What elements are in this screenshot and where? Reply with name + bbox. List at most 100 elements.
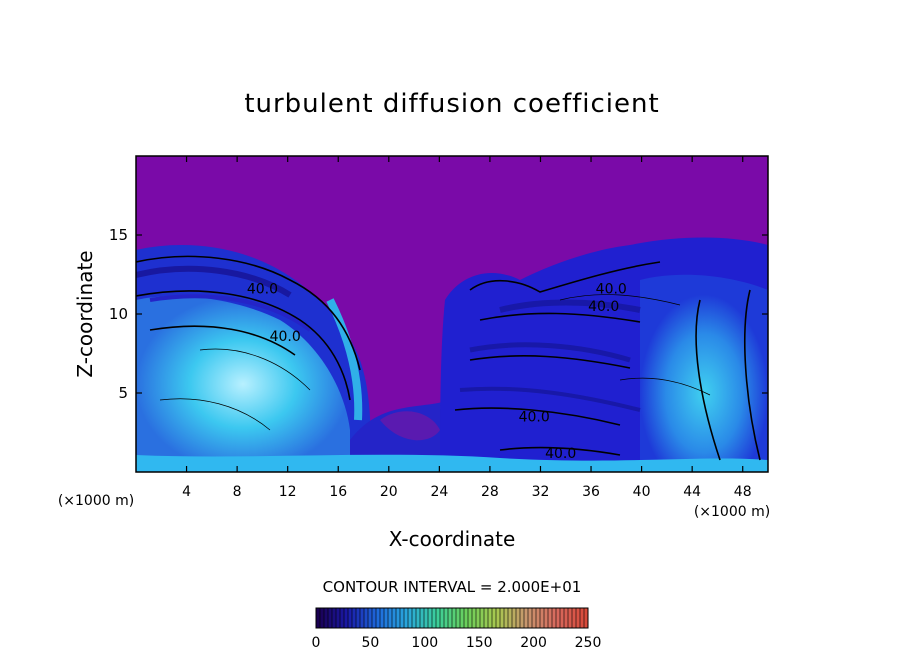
colorbar-swatch <box>440 608 444 628</box>
colorbar-swatch <box>580 608 584 628</box>
colorbar-tick-label: 50 <box>361 635 379 651</box>
colorbar-swatch <box>404 608 408 628</box>
colorbar-swatch <box>368 608 372 628</box>
colorbar-swatch <box>336 608 340 628</box>
colorbar-swatch <box>436 608 440 628</box>
colorbar-tick-label: 250 <box>575 635 602 651</box>
colorbar-swatch <box>576 608 580 628</box>
colorbar-swatch <box>392 608 396 628</box>
colorbar-swatch <box>316 608 320 628</box>
colorbar-swatch <box>504 608 508 628</box>
colorbar-swatch <box>556 608 560 628</box>
x-tick-label: 40 <box>633 484 651 500</box>
colorbar-swatch <box>396 608 400 628</box>
left-vortex-arm <box>326 298 363 421</box>
colorbar-swatch <box>572 608 576 628</box>
contour-label: 40.0 <box>247 282 278 298</box>
contour-lines <box>136 255 761 461</box>
y-tick-label: 5 <box>118 384 128 402</box>
colorbar-ticks: 0 50 100 150 200 250 <box>312 635 602 651</box>
colorbar-swatch <box>532 608 536 628</box>
contour-label: 40.0 <box>519 410 550 426</box>
x-unit-right: (×1000 m) <box>694 504 770 520</box>
chart-title: turbulent diffusion coefficient <box>244 89 659 119</box>
colorbar-swatch <box>484 608 488 628</box>
colorbar-swatch <box>528 608 532 628</box>
colorbar-swatch <box>388 608 392 628</box>
colorbar-swatch <box>564 608 568 628</box>
colorbar-swatch <box>520 608 524 628</box>
colorbar-swatch <box>544 608 548 628</box>
colorbar-swatch <box>372 608 376 628</box>
colorbar-swatch <box>516 608 520 628</box>
colorbar-swatch <box>424 608 428 628</box>
colorbar-swatch <box>360 608 364 628</box>
x-tick-label: 28 <box>481 484 499 500</box>
contour-label: 40.0 <box>596 282 627 298</box>
x-tick-label: 12 <box>279 484 297 500</box>
x-tick-label: 32 <box>532 484 550 500</box>
colorbar-swatch <box>376 608 380 628</box>
colorbar-swatch <box>488 608 492 628</box>
y-tick-label: 15 <box>109 226 128 244</box>
colorbar-swatch <box>320 608 324 628</box>
x-tick-label: 24 <box>430 484 448 500</box>
colorbar-tick-label: 0 <box>312 635 321 651</box>
colorbar-tick-label: 100 <box>411 635 438 651</box>
contour-label-layer: 40.040.040.040.040.040.0 <box>247 282 627 462</box>
bottom-strip <box>136 454 768 472</box>
thin-contours <box>159 294 711 431</box>
colorbar-swatch <box>500 608 504 628</box>
y-tick-label: 10 <box>109 305 128 323</box>
colorbar-swatch <box>560 608 564 628</box>
colorbar-swatch <box>476 608 480 628</box>
colorbar-swatch <box>496 608 500 628</box>
colorbar-swatch <box>364 608 368 628</box>
colorbar-swatch <box>584 608 588 628</box>
colorbar-tick-label: 150 <box>466 635 493 651</box>
left-band-2 <box>149 294 312 332</box>
colorbar-swatch <box>512 608 516 628</box>
colorbar-swatch <box>344 608 348 628</box>
colorbar-swatch <box>340 608 344 628</box>
y-axis: 5 10 15 <box>109 226 768 402</box>
x-tick-label: 4 <box>182 484 191 500</box>
colorbar-swatch <box>428 608 432 628</box>
colorbar-swatch <box>460 608 464 628</box>
colorbar-swatch <box>468 608 472 628</box>
colorbar-swatch <box>416 608 420 628</box>
right-band-2 <box>469 342 631 363</box>
colorbar-swatch <box>536 608 540 628</box>
colorbar-swatch <box>456 608 460 628</box>
colorbar-swatch <box>548 608 552 628</box>
colorbar-swatch <box>552 608 556 628</box>
colorbar <box>315 608 588 628</box>
colorbar-swatch <box>472 608 476 628</box>
colorbar-swatch <box>420 608 424 628</box>
colorbar-swatch <box>480 608 484 628</box>
colorbar-swatch <box>432 608 436 628</box>
colorbar-swatch <box>464 608 468 628</box>
right-band-3 <box>459 386 641 412</box>
colorbar-swatch <box>324 608 328 628</box>
contour-label: 40.0 <box>545 446 576 462</box>
x-axis-label: X-coordinate <box>389 527 516 551</box>
right-inner-region <box>640 274 768 472</box>
contour-label: 40.0 <box>270 329 301 345</box>
plot-area: 40.040.040.040.040.040.0 <box>136 156 768 472</box>
colorbar-swatch <box>508 608 512 628</box>
x-tick-label: 36 <box>582 484 600 500</box>
colorbar-swatch <box>444 608 448 628</box>
x-unit-left: (×1000 m) <box>58 493 134 509</box>
colorbar-swatch <box>408 608 412 628</box>
center-blob-1 <box>380 411 440 441</box>
colorbar-swatch <box>356 608 360 628</box>
colorbar-swatch <box>328 608 332 628</box>
x-axis: 4 8 12 16 20 24 28 32 36 40 44 48 <box>182 156 752 500</box>
colorbar-swatch <box>400 608 404 628</box>
colorbar-swatch <box>348 608 352 628</box>
left-band-1 <box>136 265 292 298</box>
right-band-1 <box>499 299 641 313</box>
colorbar-swatch <box>452 608 456 628</box>
colorbar-swatch <box>524 608 528 628</box>
